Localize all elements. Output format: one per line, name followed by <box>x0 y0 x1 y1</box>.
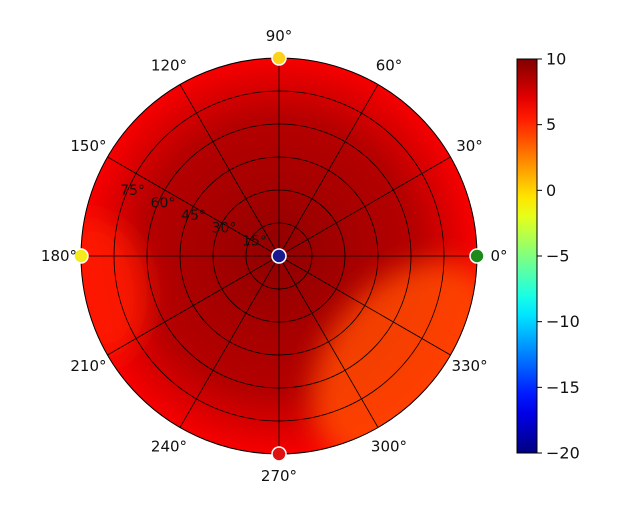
radial-tick-label: 45° <box>181 208 206 224</box>
angular-tick-label: 240° <box>151 438 187 456</box>
angular-tick-label: 330° <box>451 357 487 375</box>
angular-gridline-10 <box>278 255 379 428</box>
angular-gridline-8 <box>179 255 280 428</box>
marker-4 <box>271 248 287 264</box>
radial-tick-labels: 15° 30° 45° 60° 75° <box>120 183 267 250</box>
radial-tick-label: 60° <box>151 195 176 211</box>
angular-tick-label: 0° <box>490 247 507 265</box>
angular-gridline-5 <box>107 156 280 257</box>
colorbar-tick-label: 5 <box>546 115 556 134</box>
colorbar-tick-label: 0 <box>546 181 556 200</box>
colorbar-tick-label: 10 <box>546 50 566 69</box>
colorbar-tick-label: −5 <box>546 247 570 266</box>
angular-tick-label: 300° <box>371 438 407 456</box>
angular-tick-label: 30° <box>456 137 483 155</box>
marker-3 <box>271 446 287 462</box>
data-markers <box>73 50 485 462</box>
marker-2 <box>73 248 89 264</box>
colorbar-tick-label: −15 <box>546 378 580 397</box>
angular-tick-label: 120° <box>151 56 187 74</box>
angular-tick-label: 150° <box>70 137 106 155</box>
angular-gridline-1 <box>278 156 451 257</box>
radial-tick-label: 15° <box>242 233 267 249</box>
angular-tick-labels: 0° 30° 60° 90° 120° 150° 180° 210° 240° 270° 300° 3… <box>41 27 508 485</box>
colorbar-tick-label: −10 <box>546 312 580 331</box>
polar-grid <box>80 57 478 455</box>
radial-tick-label: 30° <box>212 221 237 237</box>
angular-tick-label: 270° <box>261 467 297 485</box>
angular-gridline-7 <box>107 255 280 356</box>
low-value-region-1 <box>81 217 148 359</box>
angular-tick-label: 180° <box>41 247 77 265</box>
radial-tick-label: 75° <box>120 183 145 199</box>
colorbar-tick-label: −20 <box>546 444 580 463</box>
angular-tick-label: 90° <box>266 27 293 45</box>
angular-tick-label: 60° <box>376 56 403 74</box>
angular-gridline-4 <box>179 84 280 257</box>
colorbar-gradient <box>516 58 538 454</box>
angular-gridline-11 <box>278 255 451 356</box>
angular-gridline-2 <box>278 84 379 257</box>
marker-1 <box>271 50 287 66</box>
marker-0 <box>469 248 485 264</box>
colorbar: 10 5 0 −5 −10 −15 −20 <box>516 50 580 463</box>
angular-tick-label: 210° <box>70 357 106 375</box>
